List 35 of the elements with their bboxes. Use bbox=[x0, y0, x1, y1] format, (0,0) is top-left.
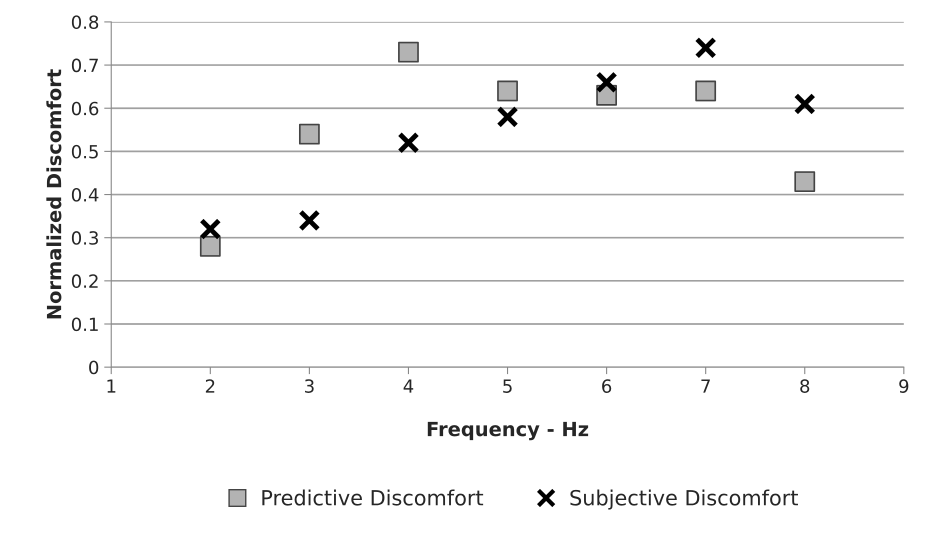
x-tick-label: 5 bbox=[503, 380, 512, 393]
y-tick-label: 0.5 bbox=[72, 144, 98, 158]
point bbox=[398, 132, 420, 154]
y-tick-label: 0.6 bbox=[72, 102, 98, 116]
legend-label: Predictive Discomfort bbox=[262, 489, 484, 506]
point bbox=[794, 92, 816, 115]
x-tick-label: 6 bbox=[602, 379, 612, 393]
y-tick-label: 0.1 bbox=[72, 317, 98, 332]
y-tick-label: 0.2 bbox=[72, 274, 98, 288]
point bbox=[695, 80, 716, 102]
x-tick-label: 9 bbox=[899, 379, 908, 393]
y-tick-label: 0.4 bbox=[72, 188, 98, 202]
point bbox=[596, 71, 618, 94]
point bbox=[398, 42, 419, 63]
x-tick-label: 7 bbox=[701, 380, 710, 393]
x-tick-label: 3 bbox=[305, 379, 314, 393]
y-axis-title: Normalized Discomfort bbox=[46, 69, 62, 318]
point bbox=[794, 171, 816, 192]
y-tick-label: 0.7 bbox=[72, 58, 98, 72]
point bbox=[497, 80, 518, 102]
point bbox=[694, 36, 717, 59]
y-tick-label: 0 bbox=[89, 360, 98, 374]
y-tick-label: 0.8 bbox=[72, 15, 98, 30]
point bbox=[298, 124, 320, 145]
point bbox=[298, 210, 320, 232]
legend-label: Subjective Discomfort bbox=[570, 489, 798, 510]
x-axis-title: Frequency - Hz bbox=[428, 422, 588, 440]
point bbox=[200, 236, 221, 257]
x-tick-label: 4 bbox=[404, 380, 414, 393]
x-tick-label: 1 bbox=[107, 380, 116, 393]
x-tick-label: 2 bbox=[206, 379, 214, 393]
x-tick-label: 8 bbox=[800, 379, 810, 393]
point bbox=[199, 218, 222, 240]
y-tick-label: 0.3 bbox=[72, 231, 98, 245]
point bbox=[496, 106, 518, 128]
